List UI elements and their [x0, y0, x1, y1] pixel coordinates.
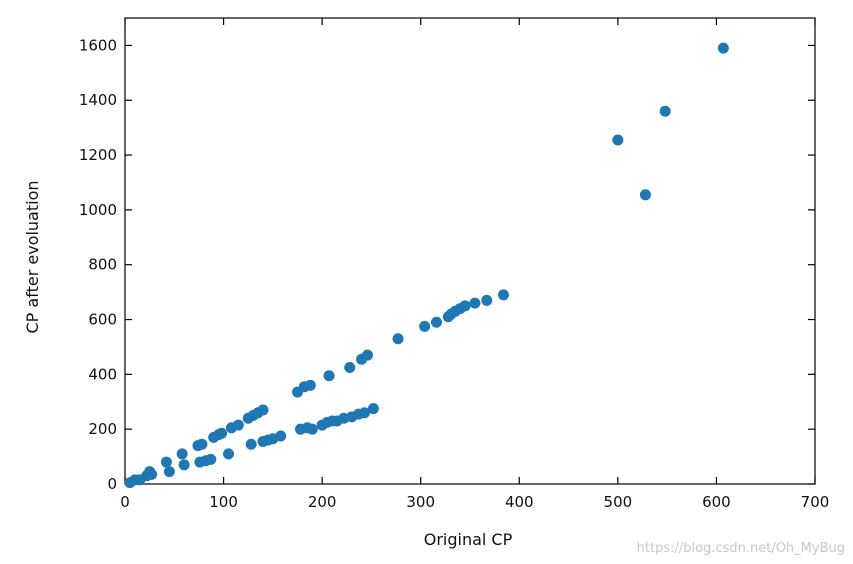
- y-tick-label: 0: [107, 475, 117, 493]
- x-tick-label: 500: [604, 493, 633, 511]
- x-axis-label: Original CP: [424, 530, 513, 549]
- data-point: [232, 419, 244, 431]
- data-point: [498, 289, 510, 301]
- data-point: [344, 362, 356, 373]
- data-points: [124, 42, 729, 489]
- data-point: [223, 448, 234, 460]
- x-tick-label: 200: [308, 493, 337, 511]
- data-point: [196, 438, 208, 450]
- axis-ticks: 0 100 200 300 400 500 600 700 0 200 400 600 800 1000 1…: [79, 18, 830, 511]
- y-tick-label: 1200: [79, 146, 117, 164]
- x-tick-label: 300: [406, 493, 435, 511]
- data-point: [469, 297, 481, 309]
- watermark: https://blog.csdn.net/Oh_MyBug: [637, 541, 845, 556]
- data-point: [392, 333, 404, 345]
- data-point: [304, 379, 316, 391]
- data-point: [216, 427, 228, 439]
- data-point: [367, 403, 379, 415]
- y-tick-label: 1600: [79, 36, 117, 54]
- data-point: [176, 448, 188, 460]
- y-axis-label: CP after evoluation: [23, 181, 42, 334]
- data-point: [245, 438, 257, 450]
- y-tick-label: 800: [88, 256, 117, 274]
- x-tick-label: 100: [209, 493, 238, 511]
- plot-area: [124, 17, 816, 485]
- y-tick-label: 200: [88, 420, 117, 438]
- data-point: [612, 134, 624, 146]
- y-tick-label: 1000: [79, 201, 117, 219]
- data-point: [275, 430, 287, 442]
- data-point: [430, 316, 442, 328]
- data-point: [205, 453, 217, 465]
- y-tick-label: 400: [88, 365, 117, 383]
- data-point: [659, 105, 671, 117]
- data-point: [306, 423, 318, 435]
- data-point: [361, 349, 373, 361]
- data-point: [459, 300, 471, 312]
- data-point: [717, 42, 729, 54]
- x-tick-label: 600: [702, 493, 731, 511]
- data-point: [359, 407, 371, 419]
- x-tick-label: 700: [801, 493, 830, 511]
- data-point: [639, 189, 651, 201]
- data-point: [481, 294, 493, 306]
- y-tick-label: 600: [88, 311, 117, 329]
- x-tick-label: 400: [505, 493, 534, 511]
- data-point: [160, 456, 172, 468]
- data-point: [163, 466, 175, 478]
- data-point: [178, 459, 190, 471]
- data-point: [257, 404, 269, 416]
- y-tick-label: 1400: [79, 91, 117, 109]
- x-tick-label: 0: [120, 493, 130, 511]
- data-point: [419, 320, 431, 332]
- data-point: [323, 370, 335, 382]
- data-point: [146, 468, 158, 480]
